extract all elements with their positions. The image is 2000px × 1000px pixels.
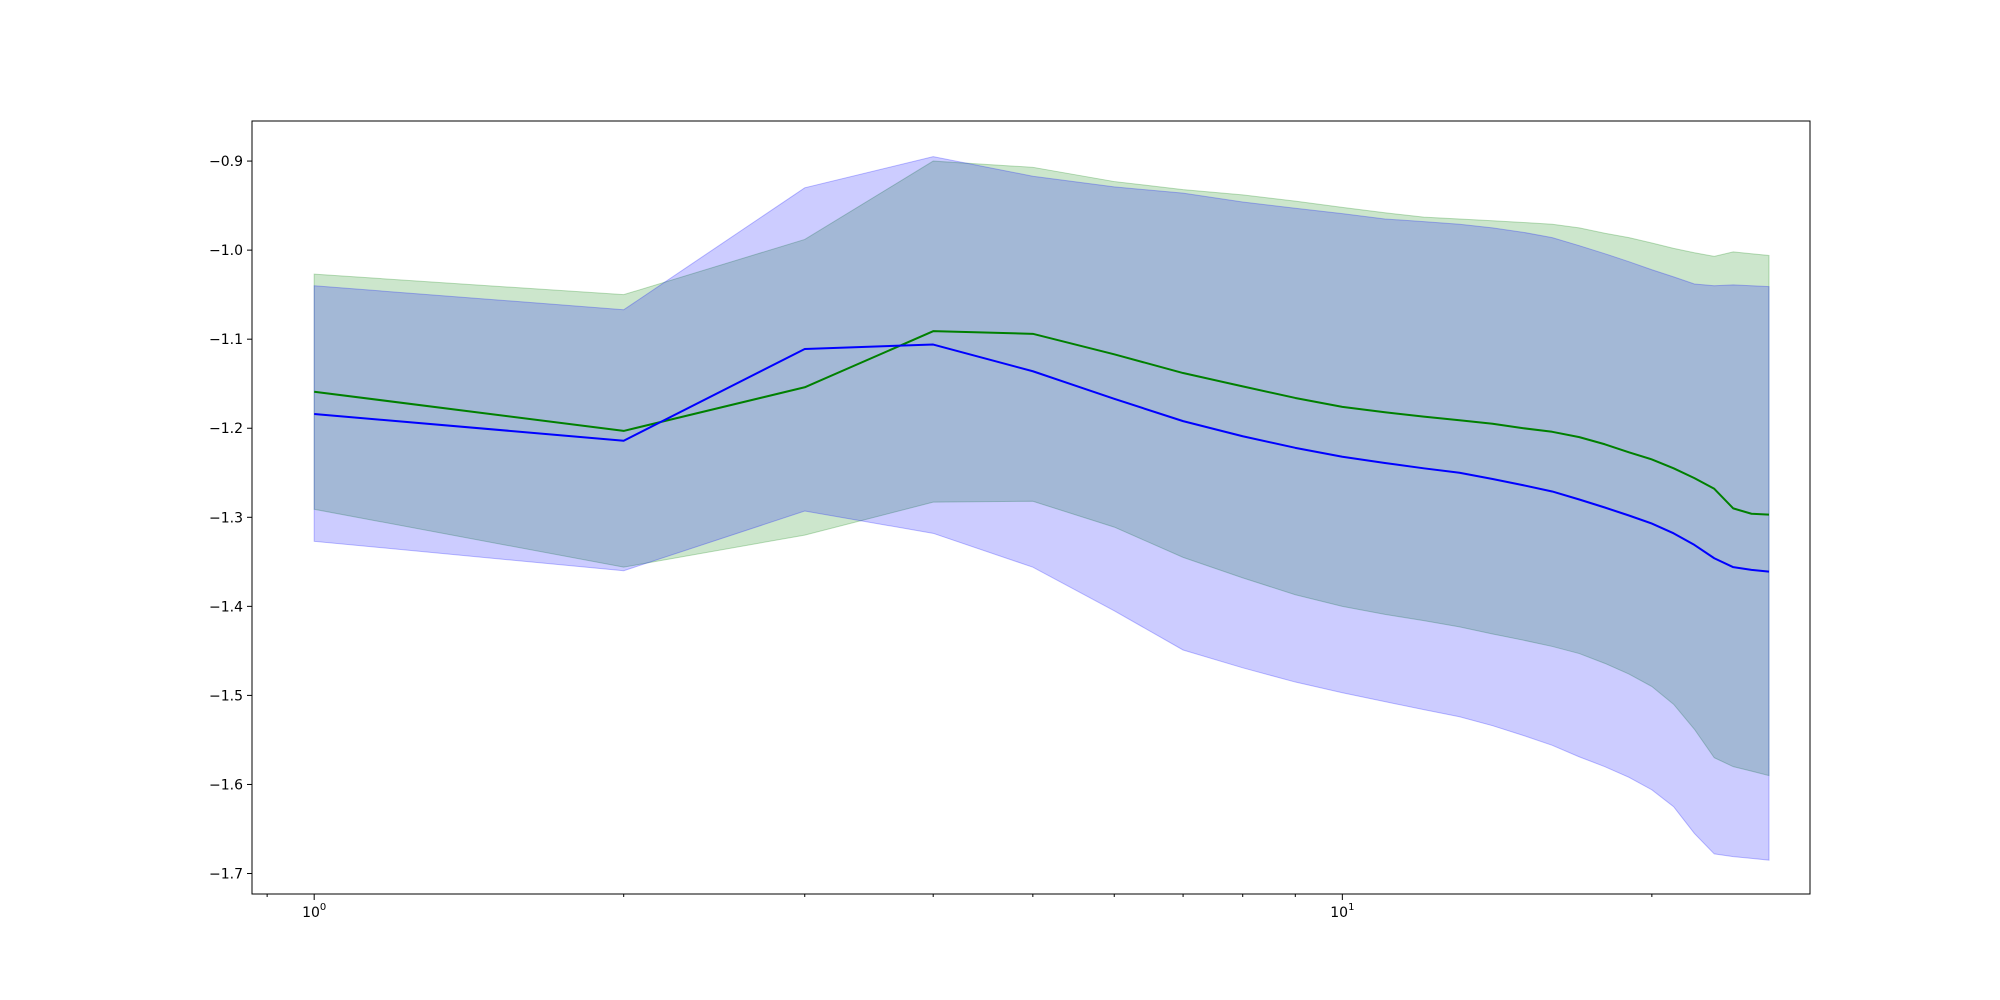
series-1-line — [314, 343, 1770, 573]
series-1-band — [313, 156, 1770, 861]
y-tick-label-8: −1.7 — [209, 867, 243, 883]
x-tick-label-0: 100 — [302, 902, 326, 921]
x-axis: 100 101 — [266, 894, 1653, 921]
series-0-band — [313, 160, 1770, 777]
x-tick-label-1: 101 — [1330, 902, 1354, 921]
y-tick-label-7: −1.6 — [209, 777, 243, 793]
y-tick-label-0: −0.9 — [209, 154, 243, 170]
y-tick-label-5: −1.4 — [209, 599, 243, 615]
y-tick-label-2: −1.1 — [209, 332, 243, 348]
y-tick-label-3: −1.2 — [209, 421, 243, 437]
confidence-bands — [313, 156, 1770, 861]
series-0-line — [314, 330, 1770, 516]
y-axis: −0.9 −1.0 −1.1 −1.2 −1.3 −1.4 −1.5 −1.6 −1.7 — [209, 154, 252, 883]
y-tick-label-1: −1.0 — [209, 243, 243, 259]
series-lines — [314, 330, 1770, 573]
y-tick-label-4: −1.3 — [209, 510, 243, 526]
y-tick-label-6: −1.5 — [209, 688, 243, 704]
plot-frame — [251, 120, 1811, 895]
